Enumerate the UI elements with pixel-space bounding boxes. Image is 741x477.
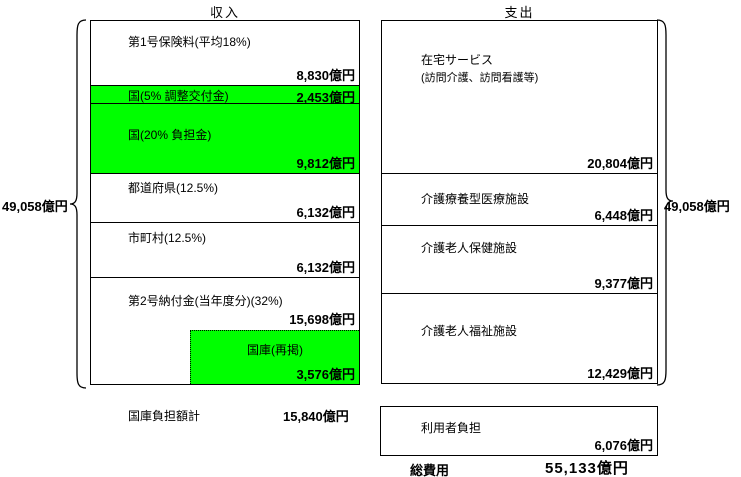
income-seg-no2-contribution-value: 15,698億円: [289, 312, 355, 327]
treasury-restated-box: 国庫(再掲) 3,576億円: [190, 330, 359, 384]
expense-total-label: 49,058億円: [664, 199, 730, 214]
user-burden-value: 6,076億円: [594, 438, 653, 453]
income-seg-municipality: 市町村(12.5%) 6,132億円: [91, 223, 359, 278]
treasury-total-value: 15,840億円: [283, 409, 349, 424]
income-total-label: 49,058億円: [2, 199, 68, 214]
treasury-restated-label: 国庫(再掲): [247, 343, 303, 357]
income-seg-no2-contribution-label: 第2号納付金(当年度分)(32%): [128, 294, 283, 308]
income-seg-prefecture-value: 6,132億円: [296, 205, 355, 220]
expense-seg-home-service-value: 20,804億円: [587, 156, 653, 171]
user-burden-label: 利用者負担: [421, 421, 482, 435]
expense-seg-medical-facility-value: 6,448億円: [594, 208, 653, 223]
expense-seg-home-service-label: 在宅サービス: [421, 53, 494, 67]
expense-seg-home-service: 在宅サービス (訪問介護、訪問看護等) 20,804億円: [382, 21, 657, 174]
grand-total-value: 55,133億円: [545, 460, 629, 477]
income-seg-no2-contribution: 第2号納付金(当年度分)(32%) 15,698億円 国庫(再掲) 3,576億…: [91, 278, 359, 384]
income-column-title: 収入: [209, 5, 240, 20]
income-box: 第1号保険料(平均18%) 8,830億円 国(5% 調整交付金) 2,453億…: [90, 20, 360, 385]
income-seg-national-5pct-label: 国(5% 調整交付金): [128, 89, 229, 103]
grand-total-label: 総費用: [410, 463, 450, 477]
expense-box: 在宅サービス (訪問介護、訪問看護等) 20,804億円 介護療養型医療施設 6…: [381, 20, 658, 384]
income-seg-national-20pct: 国(20% 負担金) 9,812億円: [91, 104, 359, 174]
income-left-brace: [69, 19, 87, 389]
expense-seg-medical-facility-label: 介護療養型医療施設: [421, 192, 530, 206]
income-seg-national-5pct-value: 2,453億円: [296, 90, 355, 105]
expense-seg-health-facility-value: 9,377億円: [594, 276, 653, 291]
income-seg-national-20pct-label: 国(20% 負担金): [128, 128, 212, 142]
income-seg-national-5pct: 国(5% 調整交付金) 2,453億円: [91, 86, 359, 105]
expense-seg-welfare-facility-value: 12,429億円: [587, 366, 653, 381]
expense-seg-welfare-facility: 介護老人福祉施設 12,429億円: [382, 294, 657, 383]
income-seg-municipality-label: 市町村(12.5%): [128, 231, 207, 245]
treasury-restated-value: 3,576億円: [296, 367, 355, 382]
treasury-total-label: 国庫負担額計: [128, 409, 201, 423]
income-seg-national-20pct-value: 9,812億円: [296, 156, 355, 171]
income-seg-prefecture: 都道府県(12.5%) 6,132億円: [91, 174, 359, 223]
expense-column-title: 支出: [504, 5, 535, 20]
income-seg-no1-premium-label: 第1号保険料(平均18%): [128, 35, 251, 49]
expense-seg-health-facility-label: 介護老人保健施設: [421, 241, 518, 255]
income-seg-no1-premium-value: 8,830億円: [296, 68, 355, 83]
user-burden-box: 利用者負担 6,076億円: [380, 406, 658, 456]
expense-seg-home-service-sublabel: (訪問介護、訪問看護等): [421, 72, 539, 84]
income-seg-prefecture-label: 都道府県(12.5%): [128, 181, 219, 195]
income-seg-no1-premium: 第1号保険料(平均18%) 8,830億円: [91, 21, 359, 86]
expense-seg-welfare-facility-label: 介護老人福祉施設: [421, 324, 518, 338]
income-seg-municipality-value: 6,132億円: [296, 260, 355, 275]
expense-seg-medical-facility: 介護療養型医療施設 6,448億円: [382, 174, 657, 226]
expense-right-brace: [656, 19, 674, 386]
expense-seg-health-facility: 介護老人保健施設 9,377億円: [382, 226, 657, 294]
